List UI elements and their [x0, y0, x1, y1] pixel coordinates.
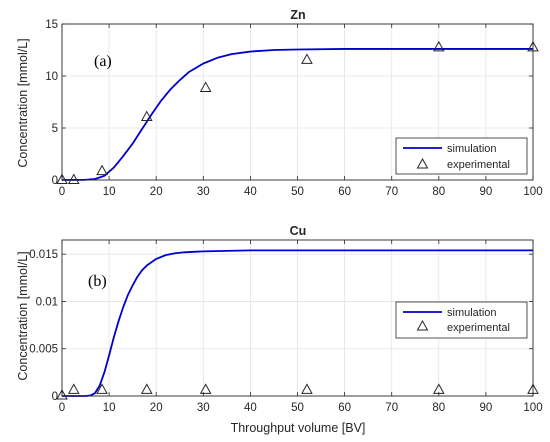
zn-x-tick-label: 60 — [338, 186, 351, 198]
cu-y-tick-label: 0.01 — [36, 296, 58, 308]
zn-experimental-point — [67, 173, 80, 184]
cu-legend: simulation experimental — [395, 301, 528, 339]
zn-legend: simulation experimental — [395, 137, 528, 175]
zn-legend-experimental-label: experimental — [447, 159, 510, 171]
zn-chart-title: Zn — [290, 8, 305, 22]
zn-experimental-point — [96, 164, 108, 176]
zn-y-tick-label: 0 — [52, 175, 58, 187]
cu-y-axis-label: Concentration [mmol/L] — [16, 251, 30, 380]
cu-x-tick-label: 10 — [103, 402, 116, 414]
cu-x-tick-label: 0 — [59, 402, 65, 414]
cu-panel-label: (b) — [88, 273, 107, 290]
cu-y-tick-labels: 0 0.005 0.01 0.015 — [29, 249, 58, 403]
zn-x-tick-label: 80 — [432, 186, 445, 198]
cu-experimental-point — [140, 383, 153, 394]
zn-experimental-point — [301, 53, 313, 64]
cu-experimental-point — [301, 383, 313, 394]
cu-y-tick-label: 0.005 — [29, 344, 58, 356]
zn-legend-simulation-label: simulation — [447, 143, 497, 155]
zn-x-tick-label: 40 — [244, 186, 257, 198]
zn-simulation-curve — [61, 48, 533, 181]
zn-x-tick-label: 50 — [291, 186, 304, 198]
zn-panel-label: (a) — [94, 53, 112, 70]
zn-x-tick-label: 100 — [523, 186, 542, 198]
cu-legend-experimental-label: experimental — [447, 322, 510, 334]
zn-experimental-point — [140, 110, 153, 122]
x-axis-label: Throughput volume [BV] — [231, 421, 366, 435]
zn-axis-box — [61, 23, 534, 181]
zn-y-tick-label: 5 — [52, 123, 58, 135]
cu-x-tick-label: 20 — [150, 402, 163, 414]
cu-x-tick-label: 70 — [385, 402, 398, 414]
zn-simulation-line — [61, 48, 533, 181]
zn-experimental-markers — [56, 40, 539, 184]
zn-panel: 0 10 20 30 40 50 60 70 80 90 100 0 5 10 15 Zn (a) Con… — [16, 8, 543, 198]
cu-experimental-point — [199, 383, 212, 394]
cu-y-tick-label: 0.015 — [29, 249, 58, 261]
cu-legend-simulation-label: simulation — [447, 307, 497, 319]
cu-x-tick-label: 100 — [523, 402, 542, 414]
cu-experimental-point — [96, 383, 108, 394]
zn-x-tick-label: 30 — [197, 186, 210, 198]
cu-axis-box — [61, 239, 534, 397]
zn-experimental-point — [56, 173, 68, 184]
cu-experimental-point — [67, 383, 80, 394]
cu-experimental-point — [56, 389, 68, 400]
zn-x-tick-label: 0 — [59, 186, 65, 198]
cu-x-tick-label: 40 — [244, 402, 257, 414]
cu-axes — [61, 239, 534, 397]
zn-axes — [61, 23, 534, 181]
zn-x-tick-labels: 0 10 20 30 40 50 60 70 80 90 100 — [59, 186, 543, 198]
zn-y-tick-label: 10 — [45, 71, 58, 83]
cu-x-tick-label: 30 — [197, 402, 210, 414]
zn-y-tick-label: 15 — [45, 19, 58, 31]
cu-x-tick-label: 60 — [338, 402, 351, 414]
cu-simulation-curve — [62, 249, 533, 397]
cu-chart-title: Cu — [290, 224, 307, 238]
zn-experimental-point — [432, 40, 445, 52]
cu-y-tick-label: 0 — [52, 391, 58, 403]
cu-legend-box — [395, 301, 528, 339]
cu-x-tick-label: 90 — [480, 402, 493, 414]
cu-x-tick-label: 80 — [432, 402, 445, 414]
zn-y-axis-label: Concentration [mmol/L] — [16, 38, 30, 167]
cu-x-tick-labels: 0 10 20 30 40 50 60 70 80 90 100 — [59, 402, 543, 414]
cu-legend-experimental-swatch — [416, 319, 429, 331]
cu-panel: 0 10 20 30 40 50 60 70 80 90 100 0 0.005 0.01 0.015 C… — [16, 224, 543, 414]
cu-simulation-line — [62, 249, 533, 397]
zn-legend-experimental-swatch — [416, 157, 429, 169]
zn-x-tick-label: 20 — [150, 186, 163, 198]
zn-experimental-point — [199, 81, 212, 92]
zn-x-tick-label: 10 — [103, 186, 116, 198]
zn-y-tick-labels: 0 5 10 15 — [45, 19, 58, 187]
cu-x-tick-label: 50 — [291, 402, 304, 414]
zn-x-tick-label: 70 — [385, 186, 398, 198]
zn-x-tick-label: 90 — [480, 186, 493, 198]
